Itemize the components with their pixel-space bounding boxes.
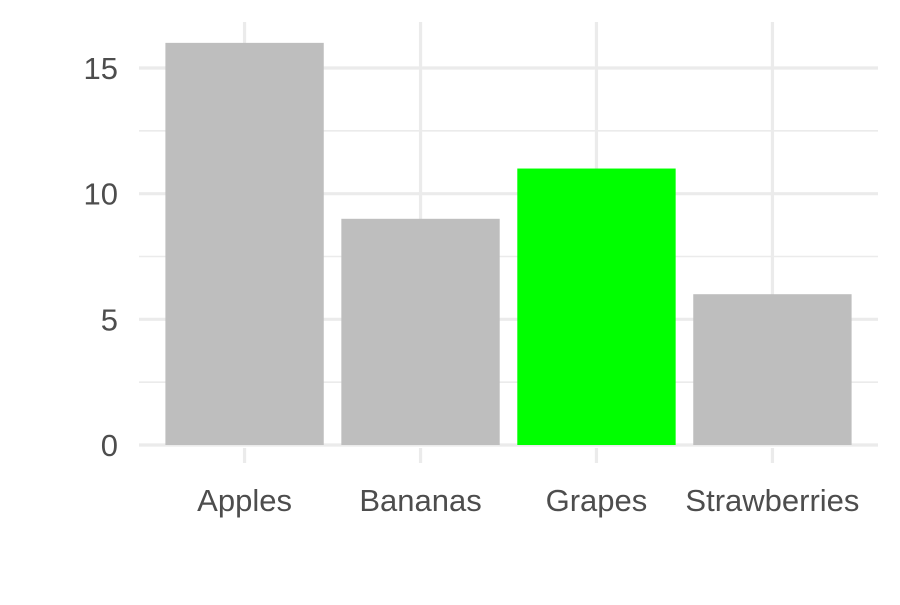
x-category-label: Grapes <box>546 483 648 518</box>
y-tick-label: 15 <box>84 51 118 86</box>
bar-apples <box>165 42 324 445</box>
x-category-label: Strawberries <box>685 483 859 518</box>
x-ticks-layer <box>242 448 775 463</box>
bar-grapes <box>517 168 676 446</box>
x-labels-layer: Apples Bananas Grapes Strawberries <box>197 483 859 518</box>
y-tick-label: 10 <box>84 177 118 212</box>
y-tick-label: 0 <box>101 428 118 463</box>
bars-layer <box>165 42 852 446</box>
y-labels-layer: 0 5 10 15 <box>84 51 118 463</box>
y-tick-label: 5 <box>101 302 118 337</box>
x-category-label: Bananas <box>359 483 481 518</box>
bar-bananas <box>341 218 500 445</box>
bar-strawberries <box>693 294 852 445</box>
x-category-label: Apples <box>197 483 292 518</box>
